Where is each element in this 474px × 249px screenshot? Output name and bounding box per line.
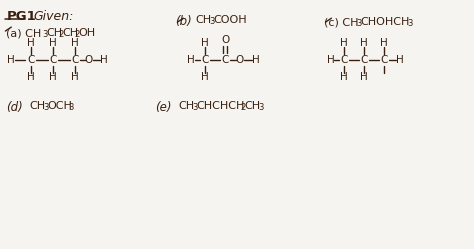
Text: H: H: [396, 55, 404, 65]
Text: H: H: [360, 71, 368, 81]
Text: H: H: [252, 55, 260, 65]
Text: 3: 3: [209, 17, 215, 26]
Text: CH: CH: [178, 101, 194, 111]
Text: (b): (b): [175, 15, 192, 28]
Text: C: C: [361, 55, 368, 65]
Text: OCH: OCH: [47, 101, 72, 111]
Text: CH: CH: [244, 101, 260, 111]
Text: 2: 2: [58, 30, 64, 39]
Text: H: H: [49, 71, 57, 81]
Text: 3: 3: [192, 103, 198, 112]
Text: COOH: COOH: [213, 15, 247, 25]
Text: 2: 2: [74, 30, 79, 39]
Text: H: H: [327, 55, 334, 65]
Text: CH: CH: [62, 28, 78, 38]
Text: (a) CH: (a) CH: [6, 28, 42, 38]
Text: 3: 3: [42, 30, 47, 39]
Text: C: C: [221, 55, 229, 65]
Text: 3: 3: [68, 103, 73, 112]
Text: H: H: [8, 55, 15, 65]
Text: H: H: [201, 71, 209, 81]
Text: C: C: [341, 55, 348, 65]
Text: C: C: [27, 55, 35, 65]
Text: 3: 3: [356, 19, 362, 28]
Text: CHCHCH: CHCHCH: [196, 101, 245, 111]
Text: CH: CH: [29, 101, 46, 111]
Text: H: H: [380, 38, 388, 48]
Text: 3: 3: [43, 103, 48, 112]
Text: 2: 2: [240, 103, 245, 112]
Text: H: H: [100, 55, 108, 65]
Text: C: C: [201, 55, 209, 65]
Text: H: H: [340, 38, 348, 48]
Text: O: O: [85, 55, 93, 65]
Text: OH: OH: [78, 28, 95, 38]
Text: C: C: [71, 55, 79, 65]
Text: H: H: [27, 38, 35, 48]
Text: H: H: [340, 71, 348, 81]
Text: O: O: [221, 35, 229, 45]
Text: 3: 3: [407, 19, 412, 28]
Text: H: H: [201, 38, 209, 48]
Text: CHOHCH: CHOHCH: [360, 17, 410, 27]
Text: H: H: [49, 38, 57, 48]
Text: CH: CH: [195, 15, 211, 25]
Text: CH: CH: [46, 28, 62, 38]
Text: PG1: PG1: [6, 10, 36, 23]
Text: (c) CH: (c) CH: [325, 17, 359, 27]
Text: H: H: [27, 71, 35, 81]
Text: Given:: Given:: [33, 10, 73, 23]
Text: H: H: [360, 38, 368, 48]
Text: H: H: [187, 55, 195, 65]
Text: H: H: [71, 38, 79, 48]
Text: C: C: [381, 55, 388, 65]
Text: 3: 3: [258, 103, 263, 112]
Text: O: O: [236, 55, 244, 65]
Text: H: H: [71, 71, 79, 81]
Text: (d): (d): [6, 101, 23, 114]
Text: (e): (e): [155, 101, 172, 114]
Text: C: C: [49, 55, 57, 65]
